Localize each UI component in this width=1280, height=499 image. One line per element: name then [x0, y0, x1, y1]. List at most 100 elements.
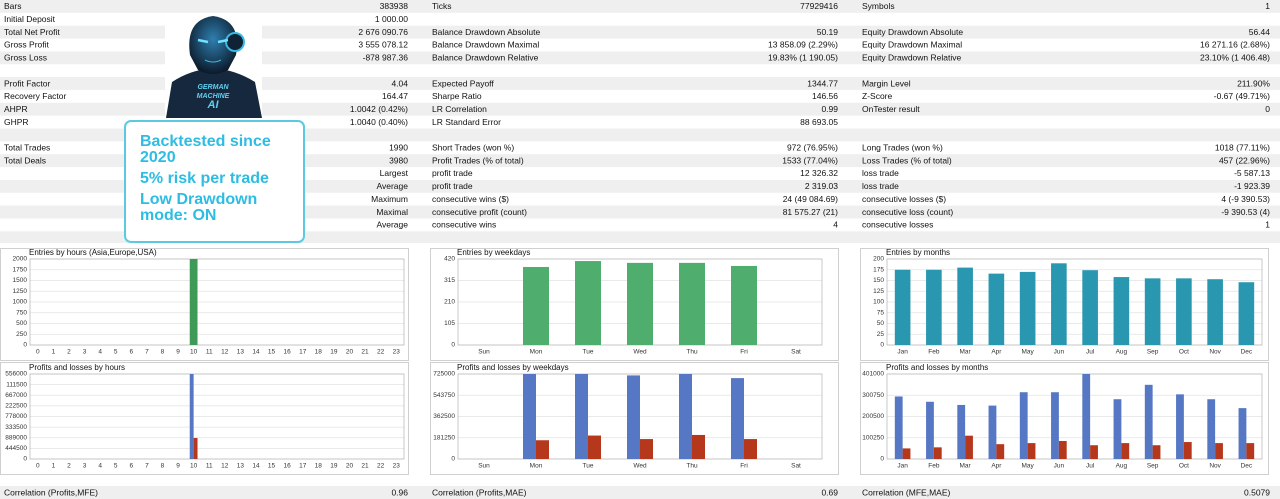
x-tick-label: 9: [176, 463, 180, 470]
stat-label: Balance Drawdown Maximal: [432, 40, 539, 50]
callout-box: Backtested since 2020 5% risk per trade Lo…: [124, 120, 305, 243]
bar: [1051, 392, 1059, 459]
bar: [902, 448, 911, 459]
stat-label: Equity Drawdown Relative: [862, 53, 961, 63]
y-tick-label: 150: [873, 277, 884, 284]
x-tick-label: 0: [36, 463, 40, 470]
bar: [627, 262, 653, 345]
bar: [536, 440, 549, 459]
row-shade: [0, 128, 1280, 142]
stat-value: 88 693.05: [800, 117, 838, 127]
bar: [1027, 443, 1036, 459]
stat-value: 146.56: [812, 91, 838, 101]
bar: [1019, 392, 1028, 459]
y-tick-label: 333500: [5, 424, 27, 431]
y-tick-label: 444500: [5, 445, 27, 452]
stat-value: 4 (-9 390.53): [1221, 194, 1270, 204]
x-tick-label: 7: [145, 349, 149, 356]
y-tick-label: 2000: [13, 256, 28, 263]
bar: [189, 259, 198, 345]
stat-value: 0.69: [821, 487, 838, 497]
x-tick-label: Oct: [1179, 463, 1189, 470]
x-tick-label: 10: [190, 463, 198, 470]
stat-label: Equity Drawdown Absolute: [862, 27, 963, 37]
y-tick-label: 362500: [433, 413, 455, 420]
bar: [1152, 445, 1161, 459]
x-tick-label: Oct: [1179, 349, 1189, 356]
stat-label: loss trade: [862, 181, 899, 191]
x-tick-label: 17: [299, 463, 307, 470]
stat-label: Largest: [380, 168, 409, 178]
stat-label: Recovery Factor: [4, 91, 67, 101]
x-tick-label: 15: [268, 349, 276, 356]
stat-label: Balance Drawdown Relative: [432, 53, 539, 63]
stat-value: 23.10% (1 406.48): [1200, 53, 1270, 63]
stat-label: Correlation (Profits,MFE): [4, 487, 98, 497]
stat-label: Bars: [4, 1, 21, 11]
y-tick-label: 0: [880, 456, 884, 463]
x-tick-label: Thu: [686, 349, 698, 356]
bar: [692, 434, 705, 459]
stat-label: Expected Payoff: [432, 78, 494, 88]
y-tick-label: 125: [873, 288, 884, 295]
stat-value: 1990: [389, 143, 408, 153]
chart-title: Profits and losses by hours: [29, 363, 125, 372]
stat-label: GHPR: [4, 117, 29, 127]
y-tick-label: 556000: [5, 371, 27, 378]
stat-value: 4.04: [391, 78, 408, 88]
chart-panel: [0, 248, 409, 361]
stat-value: -5 587.13: [1234, 168, 1270, 178]
chart-title: Profits and losses by months: [886, 363, 988, 372]
bar: [575, 374, 588, 459]
x-tick-label: 5: [114, 463, 118, 470]
row-shade: [0, 0, 1280, 13]
x-tick-label: Dec: [1241, 349, 1253, 356]
x-tick-label: Apr: [991, 463, 1002, 470]
x-tick-label: Sat: [791, 349, 801, 356]
y-tick-label: 1750: [13, 266, 28, 273]
x-tick-label: 19: [330, 463, 338, 470]
x-tick-label: May: [1021, 349, 1034, 356]
stat-label: Correlation (Profits,MAE): [432, 487, 527, 497]
row-shade: [0, 179, 1280, 193]
x-tick-label: 11: [206, 349, 213, 356]
x-tick-label: 19: [330, 349, 338, 356]
bar: [523, 374, 536, 459]
x-tick-label: Dec: [1241, 463, 1253, 470]
bar: [640, 439, 653, 459]
y-tick-label: 0: [23, 342, 27, 349]
x-tick-label: Aug: [1116, 463, 1128, 470]
stat-label: Gross Profit: [4, 40, 50, 50]
x-tick-label: Mon: [530, 463, 543, 470]
y-tick-label: 0: [880, 342, 884, 349]
bar: [575, 261, 601, 345]
stat-value: 77929416: [800, 1, 838, 11]
stat-label: Maximal: [376, 207, 408, 217]
y-tick-label: 1500: [13, 277, 28, 284]
x-tick-label: Tue: [583, 349, 594, 356]
y-tick-label: 250: [16, 331, 27, 338]
y-tick-label: 1250: [13, 288, 28, 295]
x-tick-label: 13: [237, 463, 245, 470]
y-tick-label: 100250: [862, 434, 884, 441]
bar: [193, 437, 198, 459]
stat-label: Gross Loss: [4, 53, 47, 63]
x-tick-label: 22: [377, 463, 385, 470]
row-shade: [0, 77, 1280, 90]
y-tick-label: 778000: [5, 413, 27, 420]
y-tick-label: 200: [873, 256, 884, 263]
plot-frame: [29, 258, 405, 346]
stat-label: Initial Deposit: [4, 14, 56, 24]
bar: [926, 269, 942, 345]
y-tick-label: 401000: [862, 371, 884, 378]
bar: [523, 266, 549, 345]
stat-label: Average: [376, 181, 408, 191]
x-tick-label: 23: [393, 463, 401, 470]
stat-value: 24 (49 084.69): [783, 194, 838, 204]
bar: [1082, 374, 1091, 459]
bar: [1176, 278, 1192, 345]
stat-label: consecutive losses: [862, 220, 933, 230]
bar: [957, 404, 966, 459]
x-tick-label: 21: [361, 463, 369, 470]
bar: [894, 396, 903, 459]
